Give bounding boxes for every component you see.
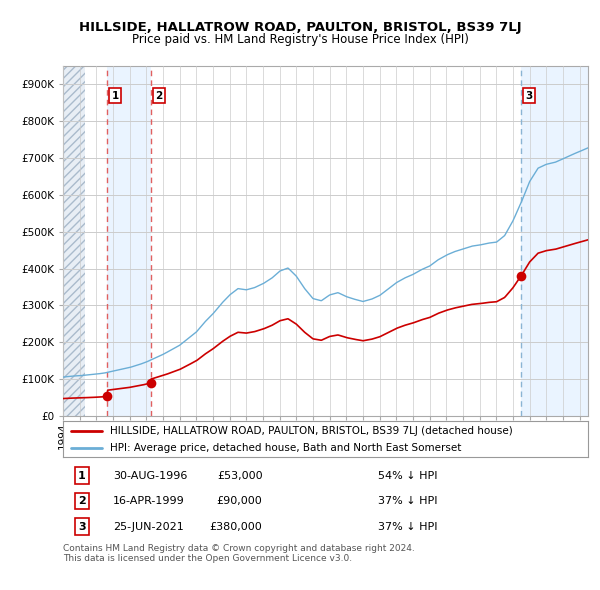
- Text: 25-JUN-2021: 25-JUN-2021: [113, 522, 184, 532]
- Text: 37% ↓ HPI: 37% ↓ HPI: [378, 522, 437, 532]
- Text: 3: 3: [525, 91, 532, 101]
- Text: 1: 1: [78, 470, 86, 480]
- Text: Contains HM Land Registry data © Crown copyright and database right 2024.
This d: Contains HM Land Registry data © Crown c…: [63, 544, 415, 563]
- Bar: [63, 66, 85, 416]
- Text: 1: 1: [112, 91, 119, 101]
- Text: £380,000: £380,000: [210, 522, 263, 532]
- Bar: [521, 66, 588, 416]
- Text: HILLSIDE, HALLATROW ROAD, PAULTON, BRISTOL, BS39 7LJ (detached house): HILLSIDE, HALLATROW ROAD, PAULTON, BRIST…: [110, 426, 513, 436]
- Text: £53,000: £53,000: [217, 470, 263, 480]
- Text: 2: 2: [78, 496, 86, 506]
- Text: HPI: Average price, detached house, Bath and North East Somerset: HPI: Average price, detached house, Bath…: [110, 443, 461, 453]
- Text: 16-APR-1999: 16-APR-1999: [113, 496, 185, 506]
- Text: 3: 3: [78, 522, 86, 532]
- Text: HILLSIDE, HALLATROW ROAD, PAULTON, BRISTOL, BS39 7LJ: HILLSIDE, HALLATROW ROAD, PAULTON, BRIST…: [79, 21, 521, 34]
- Text: 37% ↓ HPI: 37% ↓ HPI: [378, 496, 437, 506]
- Text: 2: 2: [155, 91, 163, 101]
- Bar: [63, 66, 85, 416]
- Text: Price paid vs. HM Land Registry's House Price Index (HPI): Price paid vs. HM Land Registry's House …: [131, 33, 469, 46]
- Text: 30-AUG-1996: 30-AUG-1996: [113, 470, 187, 480]
- Text: 54% ↓ HPI: 54% ↓ HPI: [378, 470, 437, 480]
- Text: £90,000: £90,000: [217, 496, 263, 506]
- Bar: [107, 66, 151, 416]
